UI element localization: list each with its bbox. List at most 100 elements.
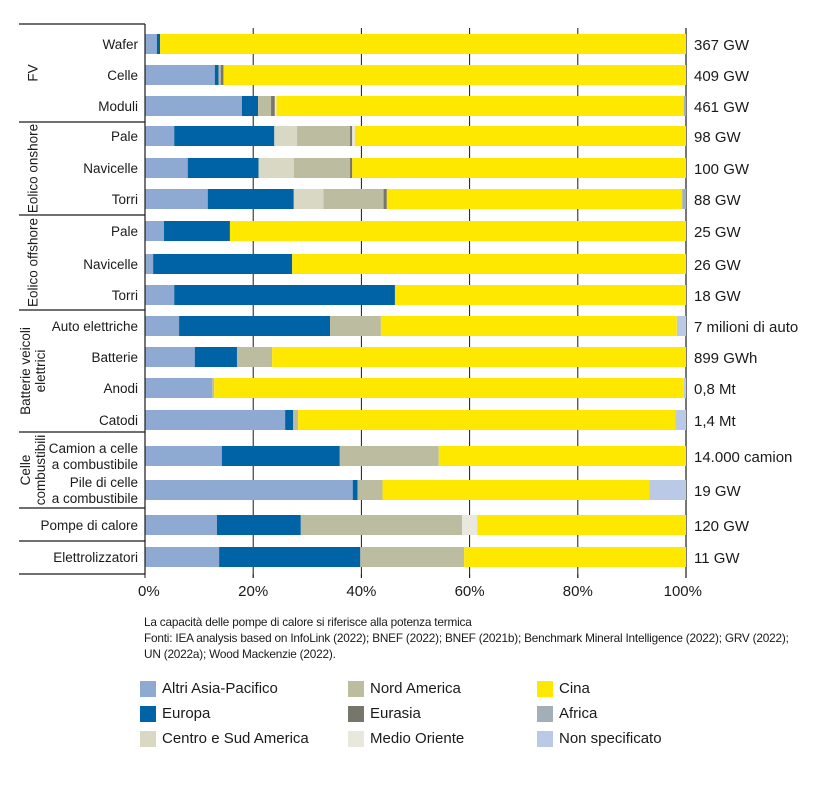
bar-segment [330,316,381,336]
legend-swatch [348,705,364,722]
note-sources-cont: UN (2022a); Wood Mackenzie (2022). [144,647,336,661]
bar-segment [145,189,208,209]
bar-segment [462,515,478,535]
bar-segment [298,410,676,430]
bar-segment [293,410,299,430]
total-value-label: 14.000 camion [694,449,792,466]
bar-segment [354,126,686,146]
legend-swatch [348,730,364,747]
bar-segment [360,547,465,567]
bar-segment [394,285,686,305]
bar-segment [145,316,180,336]
bar-segment [145,158,188,178]
bar-segment [297,126,351,146]
bar-segment [145,126,175,146]
legend-label: Centro e Sud America [162,730,309,747]
category-label: a combustibile [52,491,138,506]
legend-item: Centro e Sud America [140,730,309,747]
category-label: Pile di celle [70,475,138,490]
total-value-label: 18 GW [694,288,742,305]
bar-segment [156,34,161,54]
bar-segment [218,65,221,85]
bar-segment [236,347,273,367]
bar-segment [380,316,677,336]
legend-swatch [140,705,156,722]
bar-segment [464,547,686,567]
legend-label: Medio Oriente [370,730,465,747]
legend-label: Nord America [370,680,461,697]
total-value-label: 461 GW [694,99,750,116]
category-label: Moduli [98,99,138,114]
total-value-label: 1,4 Mt [694,413,737,430]
category-label: Wafer [102,37,138,52]
legend-item: Altri Asia-Pacifico [140,680,278,697]
group-label: combustibili [33,435,48,506]
bar-segment [676,316,686,336]
bar-segment [145,221,164,241]
bar-segment [179,316,331,336]
total-value-label: 367 GW [694,37,750,54]
bar-segment [649,480,686,500]
bar-segment [292,254,686,274]
bar-segment [229,221,686,241]
note-sources: Fonti: IEA analysis based on InfoLink (2… [144,631,789,645]
bar-segment [212,378,215,398]
bar-segment [300,515,463,535]
category-label: Elettrolizzatori [53,550,138,565]
legend-label: Europa [162,705,211,722]
total-value-label: 26 GW [694,257,742,274]
x-tick-label: 40% [346,583,376,600]
legend-label: Africa [559,705,598,722]
legend-item: Eurasia [348,705,421,722]
bar-segment [145,410,286,430]
bar-segment [271,96,275,116]
legend-item: Medio Oriente [348,730,464,747]
bar-segment [477,515,686,535]
bar-segment [207,189,294,209]
bar-segment [357,480,383,500]
legend-label: Cina [559,680,590,697]
bar-segment [223,65,686,85]
bar-segment [293,189,324,209]
group-label: Eolico offshore [26,218,41,307]
bar-segment [145,254,154,274]
bar-segment [145,480,353,500]
bar-segment [214,65,219,85]
bar-segment [187,158,259,178]
bar-segment [220,65,224,85]
category-label: Pale [111,224,138,239]
bar-segment [293,158,351,178]
legend-label: Eurasia [370,705,421,722]
category-label: Pompe di calore [40,518,138,533]
bar-segment [163,221,230,241]
group-label: FV [26,64,41,81]
bar-segment [383,189,387,209]
total-value-label: 7 milioni di auto [694,319,798,336]
bar-segment [323,189,384,209]
bar-segment [675,410,686,430]
category-label: Batterie [91,350,138,365]
x-tick-label: 60% [455,583,485,600]
total-value-label: 120 GW [694,518,750,535]
total-value-label: 11 GW [694,550,740,567]
x-tick-label: 20% [238,583,268,600]
category-label: Anodi [103,381,138,396]
total-value-label: 25 GW [694,224,742,241]
bar-segment [258,96,272,116]
bar-segment [274,96,277,116]
x-tick-label: 80% [563,583,593,600]
legend-item: Nord America [348,680,461,697]
bar-segment [285,410,294,430]
total-value-label: 0,8 Mt [694,381,737,398]
bar-segment [216,515,301,535]
bar-segment [145,446,222,466]
group-label: Celle [18,455,33,486]
category-label: Camion a celle [49,441,138,456]
bar-segment [219,547,361,567]
category-label: Celle [107,68,138,83]
bar-segment [258,158,294,178]
group-label: elettrici [33,350,48,393]
bar-segment [683,378,686,398]
bar-segment [160,34,686,54]
bar-segment [274,126,298,146]
